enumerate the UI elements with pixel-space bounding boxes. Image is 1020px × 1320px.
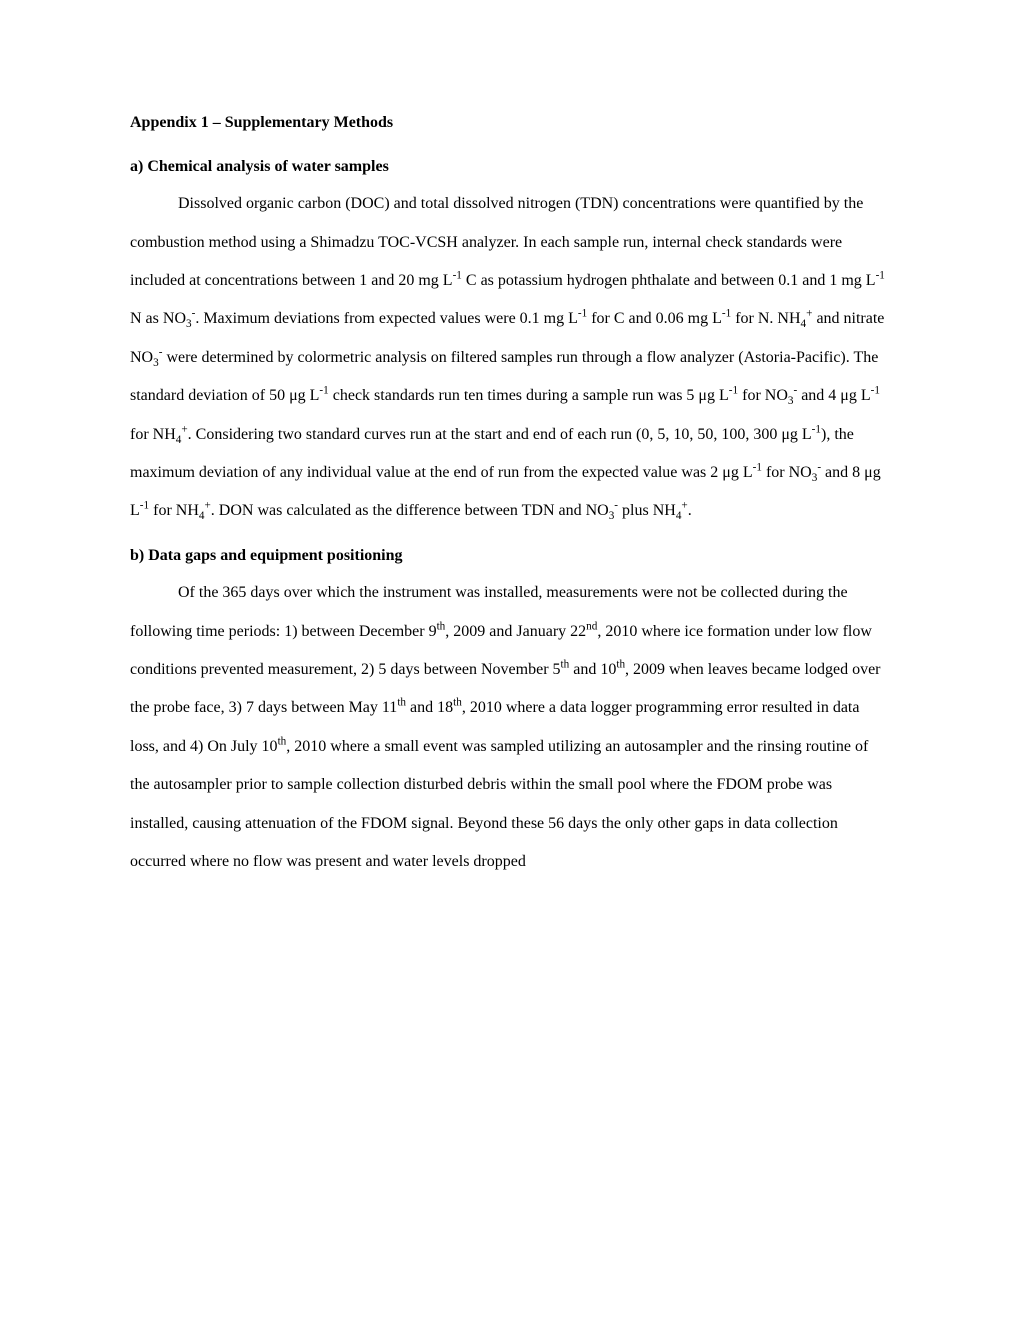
appendix-title: Appendix 1 – Supplementary Methods <box>130 110 890 136</box>
section-b-paragraph: Of the 365 days over which the instrumen… <box>130 574 890 881</box>
document-page: Appendix 1 – Supplementary Methods a) Ch… <box>0 0 1020 973</box>
section-a-heading: a) Chemical analysis of water samples <box>130 154 890 180</box>
section-a-paragraph: Dissolved organic carbon (DOC) and total… <box>130 185 890 531</box>
section-b-heading: b) Data gaps and equipment positioning <box>130 543 890 569</box>
